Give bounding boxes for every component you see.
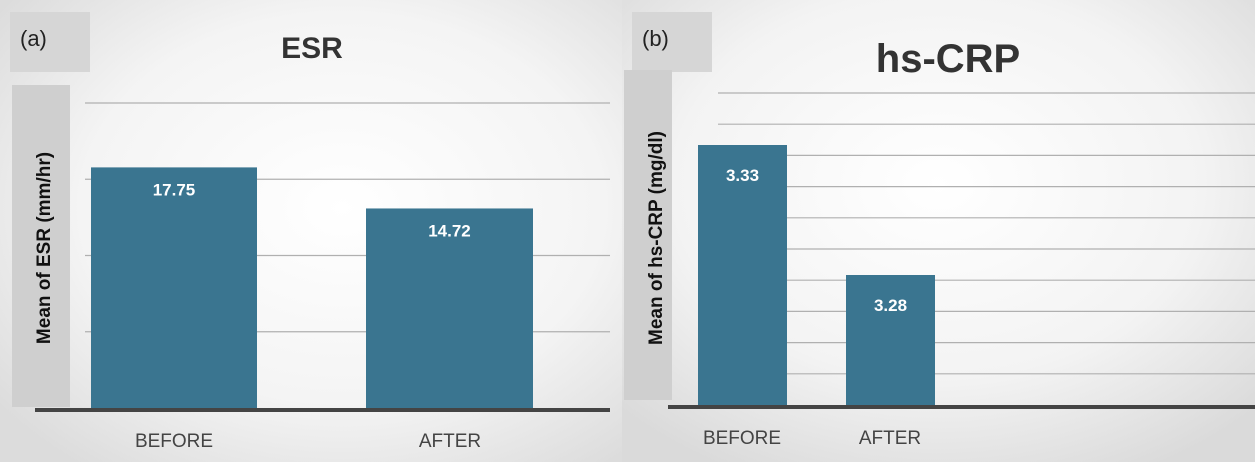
chart-title-hscrp: hs-CRP: [876, 37, 1020, 81]
bars-esr: 17.75 14.72: [91, 167, 533, 408]
esr-chart-svg: ESR Mean of ESR (mm/hr) 17.75 14.72 BEFOR…: [34, 32, 610, 452]
ylabel-background-a: [12, 85, 70, 407]
bar-value-label: 3.28: [874, 296, 907, 315]
panel-label-a: (a): [10, 12, 90, 72]
hscrp-chart-panel: (b) hs-CRP Mean of hs-CRP (mg/dl) 3.33 3.…: [622, 0, 1255, 462]
bar-esr-before: [91, 167, 257, 408]
bar-value-label: 3.33: [726, 166, 759, 185]
ylabel-background-b: [624, 70, 672, 400]
bar-hscrp-after: [846, 275, 935, 405]
panel-label-b: (b): [632, 12, 712, 72]
x-tick-labels-esr: BEFORE AFTER: [135, 431, 481, 452]
bar-esr-after: [366, 208, 533, 408]
x-tick-labels-hscrp: BEFORE AFTER: [703, 428, 921, 449]
x-tick-label: AFTER: [419, 431, 481, 452]
chart-title-esr: ESR: [281, 32, 343, 65]
x-tick-label: BEFORE: [703, 428, 781, 449]
y-axis-label-esr: Mean of ESR (mm/hr): [34, 152, 55, 344]
hscrp-chart-svg: hs-CRP Mean of hs-CRP (mg/dl) 3.33 3.28 B…: [646, 37, 1255, 449]
esr-chart-panel: (a) ESR Mean of ESR (mm/hr) 17.75 14.72 B…: [0, 0, 622, 462]
gridlines-hscrp: [718, 92, 1255, 375]
x-tick-label: AFTER: [859, 428, 921, 449]
bar-hscrp-before: [698, 145, 787, 405]
bars-hscrp: 3.33 3.28: [698, 145, 935, 405]
x-tick-label: BEFORE: [135, 431, 213, 452]
y-axis-label-hscrp: Mean of hs-CRP (mg/dl): [646, 131, 667, 345]
bar-value-label: 17.75: [153, 180, 196, 199]
bar-value-label: 14.72: [428, 221, 471, 240]
